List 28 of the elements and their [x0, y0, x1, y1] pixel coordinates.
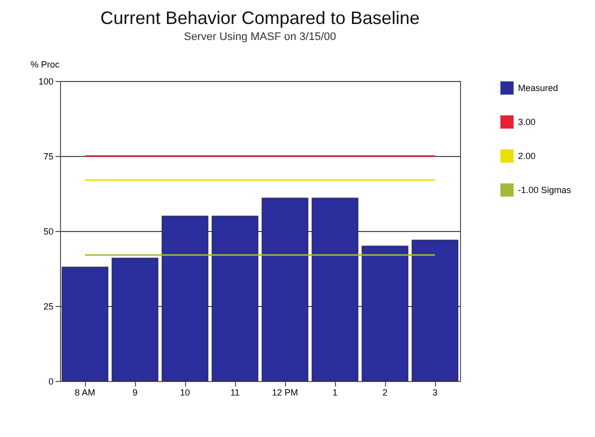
x-tick-label: 1 [332, 388, 338, 398]
x-tick-label: 10 [180, 388, 190, 398]
legend-label: Measured [518, 83, 558, 93]
bar [262, 198, 308, 382]
x-tick-label: 8 AM [74, 388, 96, 398]
y-axis-title: % Proc [30, 60, 60, 70]
y-tick-label: 50 [43, 226, 54, 236]
bar [62, 266, 108, 382]
x-tick-label: 9 [132, 388, 138, 398]
bar [212, 216, 258, 382]
y-tick-label: 0 [48, 376, 54, 386]
x-tick-label: 3 [432, 388, 438, 398]
bar [412, 240, 458, 382]
legend-label: 3.00 [518, 117, 536, 127]
bar [162, 216, 208, 382]
y-tick-label: 75 [43, 152, 54, 162]
chart-subtitle: Server Using MASF on 3/15/00 [184, 31, 336, 43]
bar [312, 198, 358, 382]
x-tick-label: 12 PM [272, 388, 298, 398]
legend-label: 2.00 [518, 151, 536, 161]
x-tick-label: 11 [230, 388, 240, 398]
bar [112, 258, 158, 382]
y-tick-label: 100 [38, 76, 54, 86]
legend-label: -1.00 Sigmas [518, 185, 572, 195]
chart-title: Current Behavior Compared to Baseline [100, 8, 420, 28]
y-tick-label: 25 [43, 302, 54, 312]
bar [362, 246, 408, 382]
x-tick-label: 2 [382, 388, 388, 398]
